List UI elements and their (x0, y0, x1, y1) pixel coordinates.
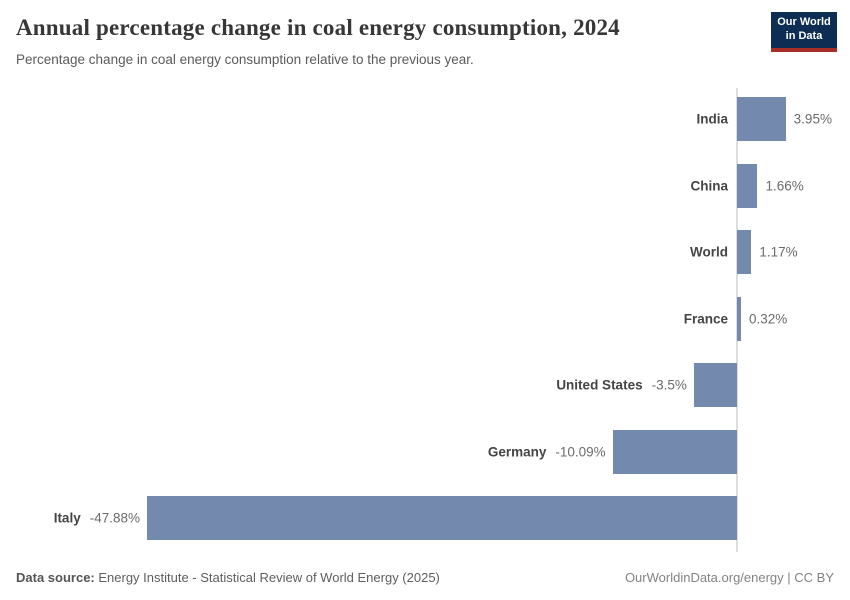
value-label-france: 0.32% (748, 311, 788, 326)
bar-france[interactable] (737, 296, 741, 341)
page-title: Annual percentage change in coal energy … (16, 15, 620, 40)
country-label-world: World (690, 244, 728, 260)
bar-italy[interactable] (147, 496, 737, 540)
country-label-india: India (696, 111, 728, 127)
labels-germany: Germany -10.09% (488, 444, 606, 459)
country-label-united-states: United States (556, 377, 643, 393)
bar-world[interactable] (737, 230, 752, 274)
value-label-world: 1.17% (759, 244, 798, 260)
value-label-india: 3.95% (793, 111, 832, 127)
value-label-germany: -10.09% (555, 444, 606, 459)
owid-logo-line2: in Data (785, 30, 823, 42)
credit-link[interactable]: OurWorldinData.org/energy | CC BY (624, 570, 834, 585)
owid-logo[interactable]: Our World in Data (771, 12, 837, 52)
data-source-label: Data source: (16, 570, 95, 585)
owid-logo-line1: Our World (777, 16, 831, 29)
data-source: Data source: Energy Institute - Statisti… (16, 570, 440, 585)
country-label-china: China (690, 178, 728, 193)
bar-india[interactable] (737, 97, 786, 141)
value-label-united-states: -3.5% (651, 377, 687, 393)
page-subtitle: Percentage change in coal energy consump… (16, 52, 474, 67)
bar-united-states[interactable] (693, 363, 737, 407)
bar-china[interactable] (737, 163, 758, 208)
country-label-france: France (683, 311, 728, 326)
data-source-text: Energy Institute - Statistical Review of… (94, 570, 440, 585)
country-label-germany: Germany (487, 444, 547, 459)
value-label-italy: -47.88% (89, 510, 140, 526)
country-label-italy: Italy (53, 510, 81, 526)
bar-germany[interactable] (612, 429, 737, 474)
value-label-china: 1.66% (765, 178, 804, 193)
labels-italy: Italy -47.88% (54, 511, 140, 526)
labels-united-states: United States -3.5% (556, 378, 687, 393)
